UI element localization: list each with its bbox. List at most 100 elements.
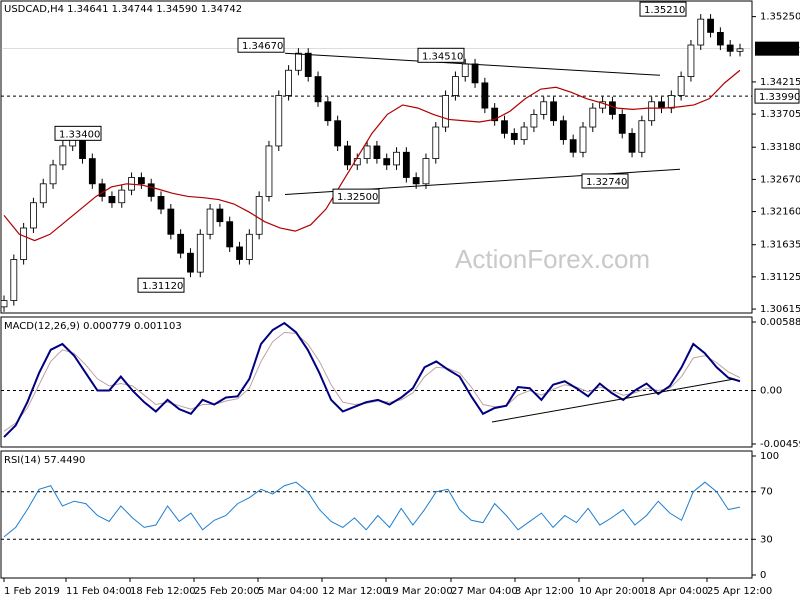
rsi-y-tick-label: 70	[760, 487, 773, 498]
price-y-tick-label: 1.33705	[760, 109, 800, 120]
candle-body	[559, 120, 567, 141]
candle-body	[294, 52, 302, 71]
candle-body	[236, 246, 243, 260]
price-y-tick-label: 1.32670	[760, 174, 800, 185]
last-price-label: 1.34742	[759, 45, 800, 56]
price-layer: 1.34670 1.34510 1.35210 1.33400 1.32500 1.327…	[0, 1, 752, 312]
candle-body	[59, 145, 67, 166]
candle-body	[275, 95, 283, 147]
resistance-trendline	[284, 52, 661, 76]
x-tick-label: 11 Feb 04:00	[66, 586, 132, 597]
candle-body	[618, 114, 626, 134]
candle-body	[520, 126, 528, 141]
candle-body	[0, 300, 8, 308]
price-y-tick-label: 1.30615	[760, 304, 800, 315]
candle-body	[707, 18, 714, 33]
watermark: ActionForex.com	[455, 244, 650, 274]
candle-body	[481, 82, 489, 109]
candle-body	[344, 145, 351, 166]
x-tick-label: 25 Apr 12:00	[707, 586, 772, 597]
rsi-y-tick-label: 30	[760, 534, 773, 545]
candle-body	[39, 183, 47, 204]
ema-line	[3, 69, 741, 242]
candle-body	[677, 76, 685, 96]
candle-body	[501, 120, 508, 134]
price-annotation: 1.33400	[54, 125, 102, 141]
macd-y-tick-label: 0.005889	[760, 317, 800, 328]
rsi-panel	[0, 450, 753, 579]
candle-body	[196, 233, 204, 273]
price-y-tick-label: 1.34215	[760, 77, 800, 88]
macd-layer	[1, 321, 752, 438]
price-annotation: 1.34510	[417, 47, 465, 63]
candle-body	[157, 196, 165, 210]
annotation-box	[581, 173, 629, 189]
price-annotation: 1.32500	[332, 188, 380, 204]
candle-body	[569, 139, 577, 153]
x-tick-label: 5 Mar 04:00	[258, 586, 318, 597]
candle-body	[491, 107, 499, 122]
macd-y-tick-label: 0.00	[760, 386, 782, 397]
x-tick-label: 12 Mar 12:00	[322, 586, 389, 597]
candle-body	[216, 208, 224, 223]
candle-body	[550, 101, 557, 122]
candle-body	[432, 126, 440, 159]
macd-panel	[0, 316, 753, 448]
rsi-y-tick-label: 100	[760, 451, 779, 462]
last-price-box	[755, 41, 799, 56]
candle-body	[442, 95, 450, 128]
price-annotation: 1.34670	[237, 37, 285, 53]
candle-body	[658, 101, 665, 109]
annotation-label: 1.35210	[644, 5, 685, 16]
annotation-box	[54, 125, 102, 141]
rsi-line	[3, 481, 741, 538]
price-y-tick-label: 1.31125	[760, 272, 800, 283]
price-y-tick-label: 1.32160	[760, 207, 800, 218]
candle-body	[187, 252, 194, 273]
candle-body	[609, 101, 616, 115]
candle-body	[579, 126, 587, 153]
annotation-box	[639, 1, 687, 17]
x-tick-label: 10 Apr 20:00	[579, 586, 644, 597]
candle-body	[383, 158, 391, 166]
candle-body	[20, 227, 28, 260]
candle-body	[697, 18, 705, 46]
candle-body	[736, 48, 744, 52]
candle-body	[648, 101, 656, 122]
rsi-title: RSI(14) 57.4490	[4, 455, 85, 466]
price-annotation: 1.32740	[581, 173, 629, 189]
x-tick-label: 18 Apr 04:00	[643, 586, 708, 597]
candle-body	[226, 221, 234, 248]
level-price-box	[754, 88, 800, 104]
candle-body	[324, 101, 332, 122]
macd-y-tick-label: -0.004593	[760, 439, 800, 450]
candle-body	[412, 177, 420, 185]
macd-trendline	[491, 378, 736, 423]
candle-body	[334, 120, 342, 147]
candle-body	[393, 151, 400, 166]
axis-layer: 1.35250 1.34215 1.33705 1.33180 1.32670 1.321…	[3, 12, 800, 597]
price-y-tick-label: 1.31635	[760, 240, 800, 251]
price-annotation: 1.31120	[137, 277, 185, 293]
candle-body	[667, 95, 675, 109]
candle-body	[471, 63, 479, 84]
candle-body	[147, 183, 155, 197]
candle-body	[373, 145, 381, 159]
rsi-y-tick-label: 0	[760, 570, 766, 581]
x-tick-label: 25 Feb 20:00	[194, 586, 260, 597]
candle-body	[265, 145, 273, 197]
candle-body	[30, 202, 37, 229]
price-y-tick-label: 1.33180	[760, 142, 800, 153]
candle-body	[530, 114, 538, 128]
candle-body	[589, 107, 597, 128]
price-annotation: 1.35210	[639, 1, 687, 17]
candle-body	[314, 76, 322, 103]
annotation-label: 1.34510	[422, 51, 463, 62]
candle-body	[137, 177, 145, 185]
candle-body	[108, 196, 116, 204]
x-tick-label: 18 Feb 12:00	[130, 586, 196, 597]
candle-body	[118, 189, 126, 204]
candle-body	[177, 233, 185, 254]
candle-body	[461, 63, 469, 77]
